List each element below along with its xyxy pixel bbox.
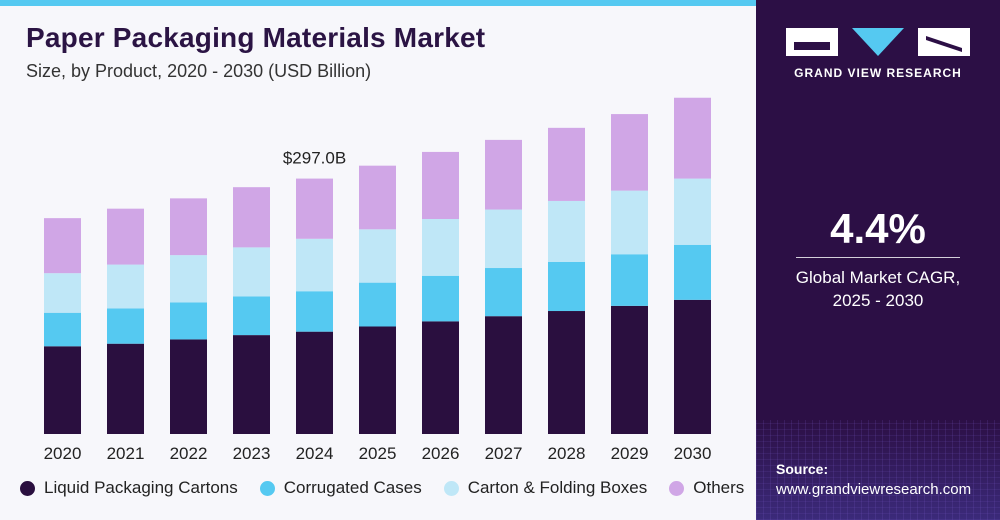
bar-segment-2026-corrugated-cases: [422, 275, 459, 322]
cagr-value: 4.4%: [830, 205, 926, 252]
legend-label: Others: [693, 478, 745, 497]
bar-segment-2029-others: [611, 114, 648, 191]
bar-segment-2021-liquid-packaging-cartons: [107, 343, 144, 434]
chart-legend: Liquid Packaging Cartons Corrugated Case…: [20, 478, 766, 498]
x-tick-label: 2023: [233, 444, 271, 463]
bar-segment-2025-liquid-packaging-cartons: [359, 326, 396, 434]
bar-segment-2026-liquid-packaging-cartons: [422, 321, 459, 434]
top-accent-bar: [0, 0, 756, 6]
bar-segment-2030-others: [674, 97, 711, 179]
bar-segment-2027-others: [485, 139, 522, 210]
bar-segment-2022-carton-folding-boxes: [170, 255, 207, 303]
legend-label: Liquid Packaging Cartons: [44, 478, 238, 497]
legend-swatch: [259, 480, 275, 496]
x-tick-label: 2026: [422, 444, 460, 463]
bar-segment-2026-carton-folding-boxes: [422, 219, 459, 276]
bar-segment-2021-others: [107, 208, 144, 265]
cagr-label-line1: Global Market CAGR,: [795, 268, 961, 287]
x-tick-label: 2024: [296, 444, 334, 463]
bar-segment-2020-others: [44, 218, 81, 274]
bar-segment-2026-others: [422, 151, 459, 219]
x-tick-label: 2021: [107, 444, 145, 463]
bar-segment-2027-corrugated-cases: [485, 268, 522, 317]
bar-segment-2024-carton-folding-boxes: [296, 238, 333, 292]
bar-segment-2028-corrugated-cases: [548, 262, 585, 312]
x-tick-label: 2028: [548, 444, 586, 463]
chart-title: Paper Packaging Materials Market: [26, 22, 486, 53]
cagr-label: Global Market CAGR, 2025 - 2030: [756, 266, 1000, 312]
legend-label: Carton & Folding Boxes: [467, 478, 648, 497]
source-link[interactable]: www.grandviewresearch.com: [776, 481, 972, 498]
bar-segment-2020-corrugated-cases: [44, 312, 81, 347]
brand-name: GRAND VIEW RESEARCH: [794, 66, 962, 80]
stacked-bar-chart: 2020 2021 2022 2023 2024 $297.0B 2025 2026 2027 2…: [44, 97, 712, 463]
source-label: Source:: [776, 461, 829, 477]
bar-segment-2028-others: [548, 127, 585, 201]
x-tick-label: 2022: [170, 444, 208, 463]
legend-swatch: [669, 480, 685, 496]
bar-segment-2023-carton-folding-boxes: [233, 247, 270, 297]
cagr-divider: [796, 257, 960, 258]
legend-swatch: [443, 480, 459, 496]
x-tick-label: 2025: [359, 444, 397, 463]
x-tick-label: 2027: [485, 444, 523, 463]
bar-segment-2021-carton-folding-boxes: [107, 264, 144, 309]
x-tick-label: 2030: [674, 444, 712, 463]
chart-subtitle: Size, by Product, 2020 - 2030 (USD Billi…: [26, 61, 372, 81]
bar-segment-2027-carton-folding-boxes: [485, 209, 522, 269]
info-sidebar: GRAND VIEW RESEARCH 4.4% Global Market C…: [756, 0, 1000, 520]
bar-segment-2024-others: [296, 178, 333, 239]
bar-segment-2025-others: [359, 165, 396, 230]
grand-view-research-logo: [786, 28, 970, 56]
bar-segment-2023-others: [233, 187, 270, 248]
bar-segment-2028-liquid-packaging-cartons: [548, 311, 585, 434]
legend-label: Corrugated Cases: [283, 478, 422, 497]
bar-segment-2027-liquid-packaging-cartons: [485, 316, 522, 434]
bar-segment-2024-corrugated-cases: [296, 291, 333, 332]
legend-item-carton-folding-boxes: Carton & Folding Boxes: [443, 478, 648, 498]
x-tick-label: 2029: [611, 444, 649, 463]
bar-segment-2023-liquid-packaging-cartons: [233, 335, 270, 434]
bar-segment-2030-carton-folding-boxes: [674, 178, 711, 245]
bar-segment-2028-carton-folding-boxes: [548, 200, 585, 262]
bar-segment-2022-others: [170, 198, 207, 256]
bar-segment-2029-liquid-packaging-cartons: [611, 305, 648, 434]
legend-item-liquid-packaging-cartons: Liquid Packaging Cartons: [20, 478, 238, 498]
bar-segment-2029-carton-folding-boxes: [611, 190, 648, 255]
legend-item-others: Others: [669, 478, 744, 498]
bar-segment-2029-corrugated-cases: [611, 254, 648, 306]
bar-segment-2022-corrugated-cases: [170, 302, 207, 340]
cagr-label-line2: 2025 - 2030: [832, 291, 924, 310]
sidebar-pattern: [756, 420, 1000, 520]
bar-segment-2021-corrugated-cases: [107, 308, 144, 344]
bar-segment-2024-liquid-packaging-cartons: [296, 331, 333, 434]
bar-segment-2020-liquid-packaging-cartons: [44, 346, 81, 434]
legend-item-corrugated-cases: Corrugated Cases: [259, 478, 422, 498]
bar-segment-2023-corrugated-cases: [233, 296, 270, 336]
bar-segment-2020-carton-folding-boxes: [44, 273, 81, 313]
data-label-2024: $297.0B: [283, 149, 346, 168]
bar-segment-2030-liquid-packaging-cartons: [674, 299, 711, 434]
bar-segment-2022-liquid-packaging-cartons: [170, 339, 207, 434]
bar-segment-2025-carton-folding-boxes: [359, 229, 396, 283]
legend-swatch: [20, 480, 35, 496]
x-tick-label: 2020: [44, 444, 82, 463]
bar-segment-2030-corrugated-cases: [674, 244, 711, 300]
bar-segment-2025-corrugated-cases: [359, 282, 396, 327]
